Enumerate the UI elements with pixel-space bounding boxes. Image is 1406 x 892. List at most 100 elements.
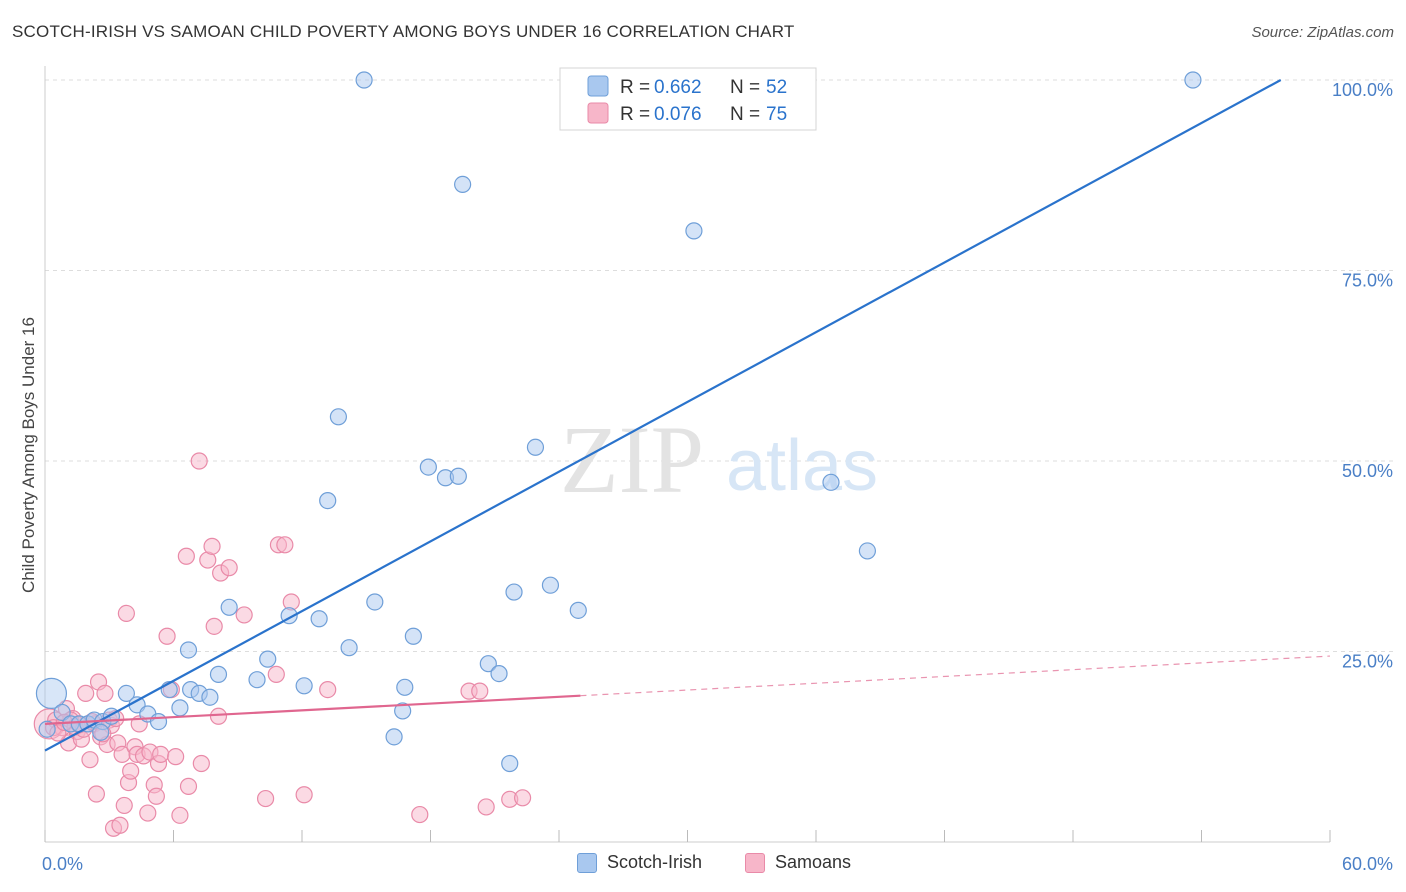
scotch-irish-point <box>449 467 467 485</box>
scotch-irish-point <box>541 576 560 594</box>
scotch-irish-point <box>490 664 508 683</box>
scotch-irish-point <box>38 720 56 738</box>
chart-source: Source: ZipAtlas.com <box>1251 24 1394 41</box>
scotch-irish-point <box>569 601 587 619</box>
samoans-point <box>205 617 223 635</box>
samoans-point <box>220 559 238 577</box>
scotch-irish-point <box>1184 71 1202 89</box>
scotch-irish-point <box>35 677 68 710</box>
legend-swatch-pink <box>587 102 609 124</box>
scotch-irish-point <box>501 754 519 773</box>
y-axis-label: Child Poverty Among Boys Under 16 <box>19 317 38 593</box>
samoans-point <box>122 762 140 780</box>
scotch-irish-point <box>385 728 403 746</box>
x-tick-label: 60.0% <box>1342 854 1393 874</box>
watermark: ZIP atlas <box>560 406 878 513</box>
legend-swatch-blue <box>577 852 597 873</box>
legend-swatch-pink <box>745 852 765 873</box>
samoans-point <box>411 805 429 824</box>
scotch-irish-point <box>117 684 135 703</box>
bottom-legend-label: Scotch-Irish <box>607 852 703 872</box>
scotch-irish-point <box>310 610 328 628</box>
scotch-irish-point <box>149 713 168 731</box>
samoans-point <box>235 606 253 624</box>
bottom-legend-scotch-irish: Scotch-Irish <box>577 852 702 873</box>
trend-lines <box>44 79 1331 752</box>
legend-box: R = 0.662 N = 52 R = 0.076 N = 75 <box>559 67 817 131</box>
samoans-point <box>203 537 221 555</box>
scotch-irish-point <box>179 641 198 659</box>
samoans-point <box>147 787 165 805</box>
legend-row-samoans: R = 0.076 N = 75 <box>587 102 787 125</box>
samoans-point <box>267 665 285 683</box>
samoans-point <box>77 684 95 703</box>
samoans-point <box>209 707 228 725</box>
legend-n-label: N = <box>730 77 760 98</box>
scotch-irish-point <box>419 458 437 476</box>
tick-labels: 25.0% 50.0% 75.0% 100.0% 0.0% 60.0% <box>42 80 1393 874</box>
samoans-point <box>115 796 133 815</box>
samoans-point <box>471 682 489 700</box>
samoans-point <box>177 547 195 565</box>
scotch-irish-point <box>53 703 71 722</box>
samoans-point <box>295 786 313 804</box>
samoans-point <box>117 604 135 623</box>
scotch-irish-point <box>209 665 228 683</box>
scotch-irish-points <box>35 71 1202 773</box>
legend-r-label: R = <box>620 104 650 125</box>
x-tick-label: 0.0% <box>42 854 83 874</box>
scotch-irish-point <box>454 175 472 193</box>
samoans-trend-line <box>44 694 581 725</box>
scotch-irish-point <box>201 688 219 706</box>
chart-title: SCOTCH-IRISH VS SAMOAN CHILD POVERTY AMO… <box>12 22 795 41</box>
samoans-trend-extension <box>580 655 1331 697</box>
samoans-point <box>190 452 208 470</box>
samoans-point <box>319 680 337 699</box>
y-tick-label: 75.0% <box>1342 271 1393 291</box>
samoans-point <box>111 816 129 834</box>
scotch-irish-point <box>822 473 840 491</box>
samoans-points <box>33 452 532 837</box>
legend-r-value: 0.076 <box>654 104 702 125</box>
scotch-irish-trend-line <box>44 79 1282 752</box>
scotch-irish-point <box>220 598 238 616</box>
samoans-point <box>81 751 99 769</box>
samoans-point <box>87 785 106 803</box>
scotch-irish-point <box>404 627 422 645</box>
samoans-point <box>192 754 210 773</box>
watermark-zip: ZIP <box>560 406 704 513</box>
scotch-irish-point <box>685 222 703 240</box>
legend-n-label: N = <box>730 104 760 125</box>
y-tick-label: 25.0% <box>1342 652 1393 672</box>
legend-n-value: 52 <box>766 77 787 98</box>
legend-swatch-blue <box>587 75 609 97</box>
samoans-point <box>276 536 294 554</box>
axes <box>44 66 1331 843</box>
scotch-irish-point <box>394 702 412 720</box>
samoans-point <box>96 684 114 703</box>
legend-row-scotch-irish: R = 0.662 N = 52 <box>587 75 787 98</box>
y-tick-label: 50.0% <box>1342 461 1393 481</box>
legend-n-value: 75 <box>766 104 787 125</box>
grid-lines <box>45 79 1395 652</box>
scotch-irish-point <box>259 650 277 668</box>
scotch-irish-point <box>248 671 266 689</box>
scotch-irish-point <box>526 438 545 456</box>
scotch-irish-point <box>505 583 523 601</box>
scotch-irish-point <box>171 699 189 717</box>
bottom-legend: Scotch-Irish Samoans <box>0 852 1406 878</box>
scotch-irish-point <box>479 655 497 673</box>
bottom-legend-samoans: Samoans <box>745 852 851 873</box>
samoans-point <box>477 798 495 816</box>
scotch-irish-point <box>355 71 373 89</box>
legend-r-value: 0.662 <box>654 77 702 98</box>
y-tick-label: 100.0% <box>1332 80 1393 100</box>
samoans-point <box>139 804 157 822</box>
scotch-irish-point <box>858 542 877 560</box>
scotch-irish-point <box>396 678 414 696</box>
legend-r-label: R = <box>620 77 650 98</box>
samoans-point <box>167 748 185 766</box>
scotch-irish-point <box>366 593 384 611</box>
scotch-irish-point <box>295 677 313 695</box>
